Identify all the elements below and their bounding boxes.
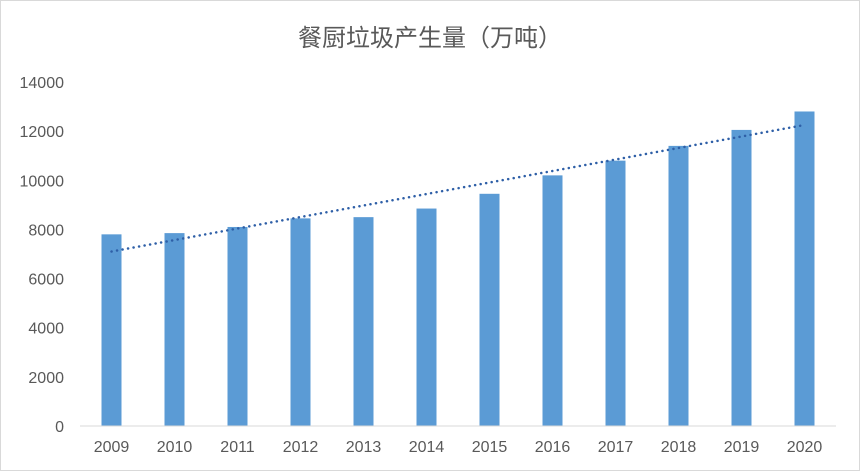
bar	[731, 129, 752, 426]
bar	[605, 160, 626, 426]
bar	[479, 193, 500, 426]
y-tick-label: 0	[55, 419, 64, 436]
x-tick-label: 2016	[535, 439, 571, 456]
y-tick-label: 14000	[20, 75, 65, 92]
y-tick-label: 8000	[28, 222, 64, 239]
x-tick-label: 2009	[94, 439, 130, 456]
x-tick-label: 2019	[724, 439, 760, 456]
y-tick-label: 10000	[20, 173, 65, 190]
bar	[542, 175, 563, 426]
y-tick-label: 2000	[28, 370, 64, 387]
x-tick-label: 2010	[157, 439, 193, 456]
trendline	[110, 123, 806, 253]
chart-title: 餐厨垃圾产生量（万吨）	[298, 24, 562, 52]
bar	[227, 226, 248, 426]
bar	[668, 145, 689, 426]
bar	[101, 234, 122, 426]
bar	[416, 208, 437, 426]
bar	[794, 111, 815, 426]
y-tick-label: 6000	[28, 272, 64, 289]
x-tick-label: 2017	[598, 439, 634, 456]
bar	[290, 218, 311, 426]
x-tick-label: 2018	[661, 439, 697, 456]
bar	[353, 217, 374, 426]
x-tick-label: 2015	[472, 439, 508, 456]
x-tick-label: 2020	[787, 439, 823, 456]
bar	[164, 233, 185, 426]
x-tick-label: 2012	[283, 439, 319, 456]
x-tick-label: 2013	[346, 439, 382, 456]
x-tick-label: 2011	[220, 439, 255, 456]
x-tick-label: 2014	[409, 439, 445, 456]
y-tick-label: 4000	[28, 321, 64, 338]
y-tick-label: 12000	[20, 124, 65, 141]
